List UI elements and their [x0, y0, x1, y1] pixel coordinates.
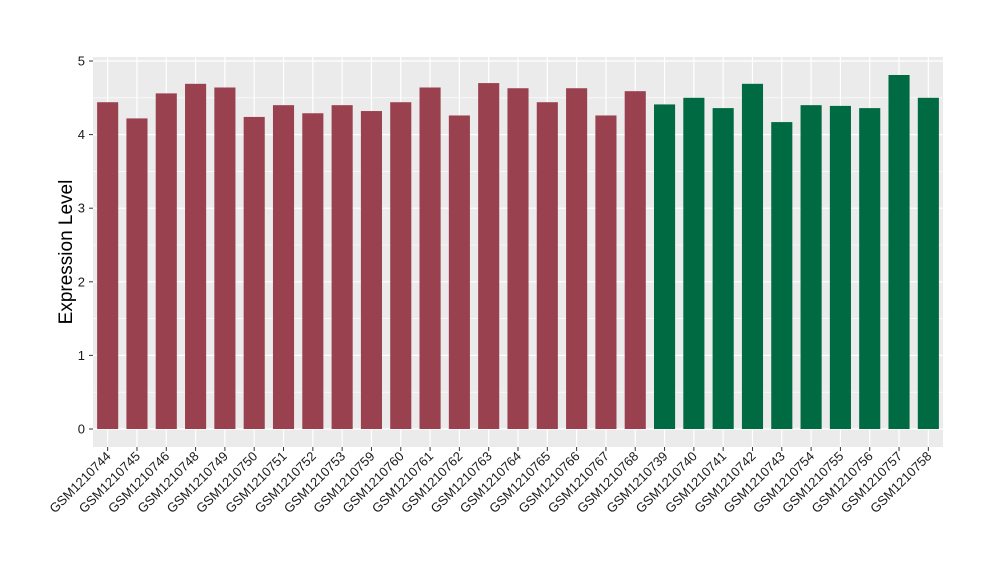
bar-GSM1210744 [97, 102, 119, 429]
bar-GSM1210768 [624, 91, 646, 430]
y-tick-label: 4 [78, 127, 85, 142]
bar-GSM1210763 [478, 83, 500, 429]
bar-GSM1210754 [800, 105, 822, 429]
bar-GSM1210740 [683, 97, 705, 430]
y-axis-label: Expression Level [56, 180, 77, 325]
bar-GSM1210760 [390, 102, 412, 429]
bar-GSM1210766 [566, 88, 588, 430]
bar-GSM1210745 [126, 118, 148, 430]
bar-GSM1210752 [302, 113, 324, 430]
bar-GSM1210765 [536, 102, 558, 429]
bar-GSM1210751 [272, 105, 295, 429]
bars [97, 74, 939, 430]
y-tick-label: 0 [78, 422, 85, 437]
bar-GSM1210743 [771, 122, 793, 429]
bar-GSM1210756 [859, 108, 881, 429]
bar-GSM1210742 [741, 83, 764, 429]
bar-GSM1210755 [829, 105, 851, 430]
bar-GSM1210748 [185, 83, 207, 429]
bar-GSM1210746 [155, 93, 177, 429]
y-tick-label: 2 [78, 274, 85, 289]
bar-GSM1210767 [595, 115, 617, 430]
bar-GSM1210757 [888, 74, 910, 429]
x-axis: GSM1210744GSM1210745GSM1210746GSM1210748… [46, 447, 934, 516]
bar-GSM1210741 [712, 108, 734, 429]
bar-GSM1210750 [243, 116, 265, 429]
y-tick-label: 3 [78, 201, 85, 216]
y-tick-label: 1 [78, 348, 85, 363]
bar-GSM1210759 [360, 111, 382, 429]
y-tick-label: 5 [78, 54, 85, 69]
bar-GSM1210753 [331, 105, 353, 429]
y-axis: 0 1 2 3 4 5 [78, 54, 93, 437]
bar-GSM1210762 [448, 115, 470, 430]
bar-GSM1210758 [917, 97, 939, 430]
bar-GSM1210764 [507, 88, 529, 430]
bar-GSM1210739 [654, 104, 676, 429]
bar-GSM1210761 [419, 87, 441, 429]
bar-GSM1210749 [214, 87, 236, 429]
